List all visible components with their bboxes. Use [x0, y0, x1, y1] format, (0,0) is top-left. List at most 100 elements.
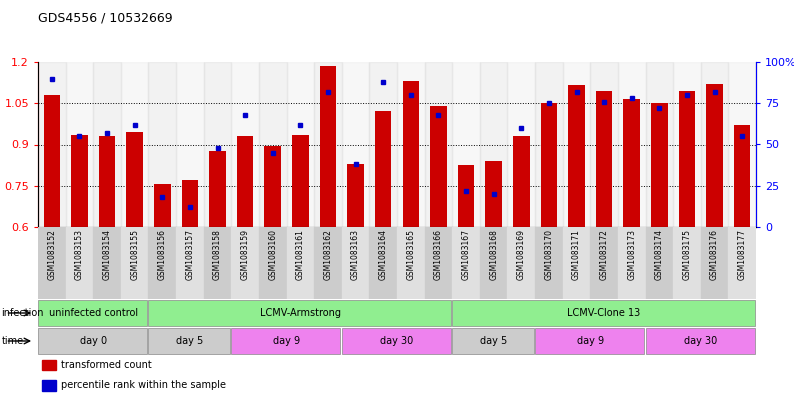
Bar [38, 327, 147, 354]
Bar [98, 136, 115, 227]
Text: day 30: day 30 [380, 336, 414, 346]
Bar [41, 380, 56, 391]
Bar [541, 103, 557, 227]
Bar [673, 62, 701, 227]
Bar [231, 227, 259, 299]
Bar [701, 62, 728, 227]
Bar [535, 62, 563, 227]
Text: GSM1083163: GSM1083163 [351, 229, 360, 280]
Bar [507, 62, 535, 227]
Text: GSM1083152: GSM1083152 [48, 229, 56, 280]
Bar [148, 227, 176, 299]
Bar [651, 103, 668, 227]
Bar [369, 227, 397, 299]
Bar [646, 62, 673, 227]
Bar [618, 62, 646, 227]
Bar [369, 62, 397, 227]
Bar [701, 227, 728, 299]
Text: GSM1083172: GSM1083172 [599, 229, 609, 280]
Bar [182, 180, 198, 227]
Text: day 9: day 9 [273, 336, 300, 346]
Text: GSM1083170: GSM1083170 [545, 229, 553, 280]
Bar [41, 360, 56, 370]
Bar [679, 91, 696, 227]
Bar [341, 227, 369, 299]
Bar [734, 125, 750, 227]
Bar [176, 62, 204, 227]
Bar [121, 62, 148, 227]
Bar [71, 135, 87, 227]
Text: GSM1083154: GSM1083154 [102, 229, 111, 280]
Bar [403, 81, 419, 227]
Bar [397, 62, 425, 227]
Bar [507, 227, 535, 299]
Bar [453, 62, 480, 227]
Bar [38, 62, 66, 227]
Text: day 30: day 30 [684, 336, 718, 346]
Bar [618, 227, 646, 299]
Bar [320, 66, 336, 227]
Bar [209, 151, 225, 227]
Bar [38, 227, 66, 299]
Bar [458, 165, 474, 227]
Bar [264, 146, 281, 227]
Bar [513, 136, 530, 227]
Text: GSM1083169: GSM1083169 [517, 229, 526, 280]
Text: GSM1083155: GSM1083155 [130, 229, 139, 280]
Text: GSM1083160: GSM1083160 [268, 229, 277, 280]
Bar [287, 62, 314, 227]
Bar [314, 227, 341, 299]
Text: time: time [2, 336, 24, 346]
Bar [204, 227, 231, 299]
Text: infection: infection [2, 308, 44, 318]
Bar [93, 227, 121, 299]
Text: GSM1083177: GSM1083177 [738, 229, 746, 280]
Bar [176, 227, 204, 299]
Text: LCMV-Armstrong: LCMV-Armstrong [260, 308, 341, 318]
Bar [231, 62, 259, 227]
Text: GSM1083174: GSM1083174 [655, 229, 664, 280]
Bar [237, 136, 253, 227]
Bar [148, 299, 451, 327]
Text: GSM1083159: GSM1083159 [241, 229, 249, 280]
Bar [44, 95, 60, 227]
Bar [397, 227, 425, 299]
Text: GSM1083157: GSM1083157 [185, 229, 195, 280]
Bar [569, 85, 585, 227]
Text: LCMV-Clone 13: LCMV-Clone 13 [568, 308, 641, 318]
Bar [480, 62, 507, 227]
Bar [623, 99, 640, 227]
Text: uninfected control: uninfected control [48, 308, 138, 318]
Bar [728, 62, 756, 227]
Bar [341, 327, 451, 354]
Text: GSM1083168: GSM1083168 [489, 229, 498, 280]
Bar [259, 62, 287, 227]
Bar [66, 227, 93, 299]
Text: GSM1083162: GSM1083162 [323, 229, 333, 280]
Bar [590, 62, 618, 227]
Text: GSM1083153: GSM1083153 [75, 229, 84, 280]
Bar [590, 227, 618, 299]
Text: day 9: day 9 [576, 336, 604, 346]
Bar [341, 62, 369, 227]
Bar [93, 62, 121, 227]
Bar [347, 164, 364, 227]
Bar [259, 227, 287, 299]
Text: GSM1083171: GSM1083171 [572, 229, 581, 280]
Bar [535, 227, 563, 299]
Bar [453, 327, 534, 354]
Bar [563, 62, 590, 227]
Bar [148, 327, 230, 354]
Text: GSM1083165: GSM1083165 [407, 229, 415, 280]
Text: GDS4556 / 10532669: GDS4556 / 10532669 [38, 12, 172, 25]
Text: transformed count: transformed count [61, 360, 152, 370]
Text: percentile rank within the sample: percentile rank within the sample [61, 380, 226, 390]
Bar [430, 106, 447, 227]
Text: GSM1083158: GSM1083158 [213, 229, 222, 280]
Text: day 5: day 5 [480, 336, 507, 346]
Text: GSM1083161: GSM1083161 [296, 229, 305, 280]
Bar [292, 135, 309, 227]
Bar [728, 227, 756, 299]
Bar [121, 227, 148, 299]
Bar [596, 91, 612, 227]
